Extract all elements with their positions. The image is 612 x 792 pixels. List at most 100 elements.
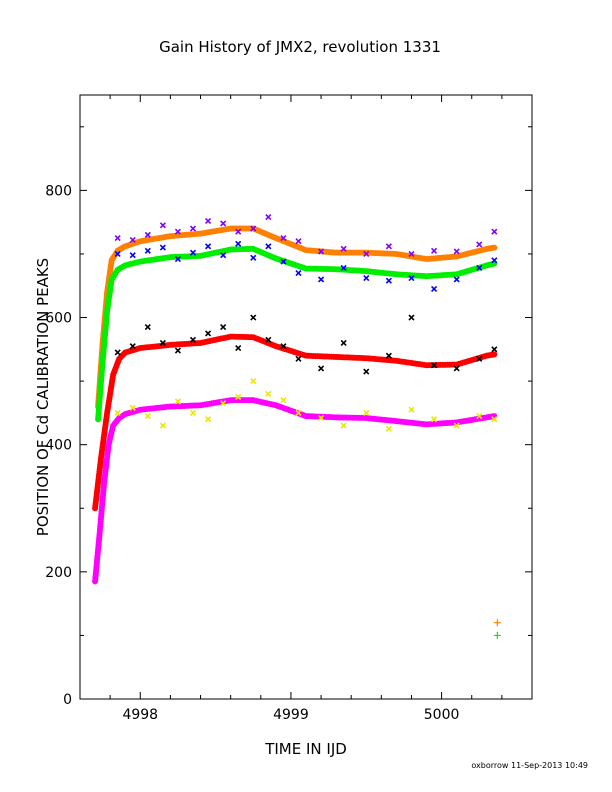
- series-5-point: [265, 243, 272, 250]
- series-5-point: [220, 252, 227, 259]
- series-6-point: [265, 336, 272, 343]
- series-6-point: [318, 365, 325, 372]
- series-5-point: [144, 247, 151, 254]
- footer-stamp: oxborrow 11-Sep-2013 10:49: [471, 761, 588, 770]
- series-7-point: [220, 400, 227, 407]
- series-6-point: [159, 339, 166, 347]
- series-4-point: [363, 250, 370, 258]
- series-6-point: [235, 344, 242, 352]
- series-5-point: [280, 258, 287, 265]
- series-4-point: [114, 234, 121, 242]
- series-5-point: [250, 254, 257, 261]
- chart-title: Gain History of JMX2, revolution 1331: [159, 38, 441, 56]
- series-6-point: [476, 355, 483, 362]
- series-6-point: [453, 365, 460, 372]
- series-4-point: [250, 225, 257, 232]
- series-7-point: [159, 422, 166, 429]
- series-6: [114, 314, 498, 375]
- series-4-point: [144, 231, 151, 238]
- series-4: [114, 214, 498, 258]
- series-3: [92, 397, 498, 585]
- series-7-point: [318, 414, 325, 422]
- y-axis-label: POSITION OF Cd CALIBRATION PEAKS: [34, 258, 52, 536]
- plot-frame: [79, 94, 533, 700]
- series-7-point: [408, 406, 415, 413]
- series-5-point: [431, 285, 438, 292]
- series-6-point: [189, 336, 197, 343]
- data-marks: [92, 214, 501, 639]
- y-tick-label: 200: [45, 565, 72, 581]
- series-7-point: [280, 397, 287, 404]
- series-6-point: [340, 339, 347, 347]
- series-6-point: [295, 355, 302, 362]
- series-5-point: [476, 264, 483, 272]
- series-5-point: [235, 240, 242, 247]
- series-6-point: [174, 347, 181, 354]
- series-4-point: [318, 248, 325, 255]
- series-5-point: [491, 257, 498, 264]
- series-8-point: [493, 619, 501, 627]
- series-4-point: [189, 225, 197, 232]
- series-5-point: [159, 244, 166, 251]
- series-4-point: [220, 220, 227, 227]
- series-7-point: [205, 416, 212, 423]
- series-6-point: [408, 314, 415, 321]
- series-4-point: [174, 228, 181, 235]
- series-4-point: [295, 238, 302, 245]
- x-tick-label: 4998: [122, 707, 158, 723]
- x-tick-label: 5000: [424, 707, 460, 723]
- x-axis-label: TIME IN IJD: [264, 740, 347, 758]
- series-7-point: [144, 413, 151, 420]
- series-9-point: [493, 631, 501, 639]
- series-6-point: [250, 314, 257, 321]
- series-5-point: [385, 277, 392, 284]
- series-7-point: [235, 393, 242, 401]
- series-4-point: [340, 245, 347, 252]
- series-4-point: [476, 241, 483, 248]
- series-5-point: [174, 255, 181, 263]
- series-7-point: [295, 409, 302, 416]
- series-6-point: [491, 346, 498, 353]
- series-5-point: [205, 243, 212, 250]
- series-6-point: [114, 349, 121, 356]
- series-6-point: [431, 362, 438, 369]
- series-5-point: [189, 249, 197, 256]
- series-7-point: [174, 398, 181, 405]
- series-0-marker: [491, 244, 498, 251]
- y-tick-label: 600: [45, 311, 72, 327]
- series-5-point: [295, 269, 302, 277]
- series-4-point: [159, 222, 166, 229]
- x-axis: 4998 4999 5000: [109, 95, 533, 723]
- series-6-point: [144, 323, 151, 331]
- series-4-point: [235, 228, 242, 235]
- y-axis: 0 200 400 600 800: [45, 126, 532, 708]
- series-6-point: [220, 323, 227, 331]
- series-5-point: [408, 275, 415, 282]
- y-tick-label: 400: [45, 438, 72, 454]
- series-5-point: [318, 276, 325, 283]
- series-5-point: [129, 252, 136, 259]
- series-7-point: [114, 409, 121, 416]
- series-7-point: [431, 416, 438, 423]
- series-1: [95, 245, 498, 423]
- series-7-point: [340, 422, 347, 429]
- y-tick-label: 0: [63, 692, 72, 708]
- series-4-point: [280, 234, 287, 242]
- x-tick-label: 4999: [273, 707, 309, 723]
- series-7-point: [385, 425, 392, 432]
- series-7-point: [250, 378, 257, 385]
- series-6-point: [385, 352, 392, 359]
- series-4-point: [491, 228, 498, 235]
- series-5: [114, 240, 498, 292]
- series-4-point: [205, 217, 212, 224]
- series-7-point: [129, 404, 136, 411]
- series-9: [493, 631, 501, 639]
- series-4-point: [453, 248, 460, 255]
- series-7-point: [265, 390, 272, 397]
- series-2: [92, 333, 498, 512]
- series-4-point: [265, 214, 272, 221]
- y-tick-label: 800: [45, 183, 72, 199]
- series-7-point: [453, 422, 460, 429]
- series-5-point: [340, 264, 347, 272]
